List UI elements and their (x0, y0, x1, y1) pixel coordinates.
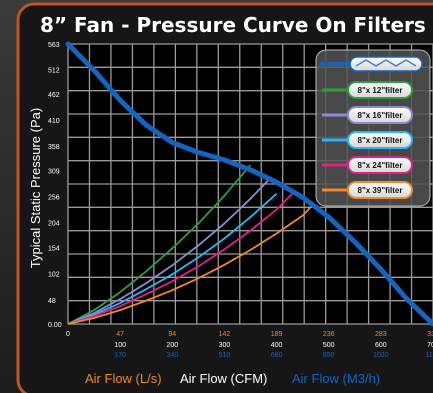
x-axis-label-ls: Air Flow (L/s) (85, 371, 162, 386)
legend-item: 8"x 16"filter (322, 106, 413, 124)
x-tick-label-cfm: 600 (375, 342, 387, 349)
x-tick-label-cfm: 500 (323, 342, 335, 349)
x-tick-label-m3h: 850 (323, 352, 335, 359)
legend-pill (347, 106, 413, 124)
x-tick-label-m3h: 340 (166, 352, 178, 359)
legend-label: 8"x 16"filter (358, 111, 403, 120)
x-tick-label-cfm: 100 (114, 342, 126, 349)
legend-pill (347, 131, 413, 149)
y-tick-label: 102 (48, 271, 60, 278)
legend-label: 8"x 12"filter (358, 86, 403, 95)
legend-pill (347, 156, 413, 174)
x-tick-label-ls: 283 (375, 331, 387, 338)
y-tick-label: 256 (48, 195, 60, 202)
x-axis-tick-labels: 0 47 100 170 94 200 340 142 300 510 189 400 680 236 50… (66, 331, 433, 359)
fan-curve (65, 41, 433, 327)
x-tick-label-ls: 47 (116, 331, 124, 338)
y-tick-label: 154 (48, 245, 60, 252)
legend-pill (347, 81, 413, 99)
x-axis-label-cfm: Air Flow (CFM) (180, 371, 267, 386)
legend-label: 8"x 20"filter (358, 136, 403, 145)
y-axis-tick-labels: 563 512 462 410 358 309 256 204 154 102 48 0.00 (48, 42, 62, 329)
x-tick-label-cfm: 700 (427, 342, 433, 349)
y-tick-label: 563 (48, 42, 60, 49)
legend-item: 8"x 20"filter (322, 131, 413, 149)
series-line-1 (67, 164, 252, 325)
x-tick-label-m3h: 510 (219, 352, 231, 359)
y-tick-label: 462 (48, 92, 60, 99)
legend-label: 8"x 39"filter (358, 186, 403, 195)
x-tick-label-ls: 0 (66, 331, 70, 338)
y-axis-label: Typical Static Pressure (Pa) (28, 108, 43, 268)
series-line-2 (67, 179, 270, 325)
x-tick-label-m3h: 1020 (373, 352, 389, 359)
legend-item: 8"x 12"filter (322, 81, 413, 99)
x-tick-label-cfm: 400 (271, 342, 283, 349)
y-tick-label: 0.00 (48, 322, 62, 329)
y-tick-label: 48 (48, 298, 56, 305)
fan-curve-line (65, 41, 433, 327)
x-axis-label-m3h: Air Flow (M3/h) (292, 371, 380, 386)
legend-item: 8"x 39"filter (322, 181, 413, 199)
x-tick-label-m3h: 680 (271, 352, 283, 359)
legend-item: 8"x 24"filter (322, 156, 413, 174)
filter-curves (67, 164, 314, 325)
x-tick-label-ls: 189 (271, 331, 283, 338)
x-tick-label-m3h: 1189 (425, 352, 433, 359)
x-tick-label-ls: 236 (323, 331, 335, 338)
y-tick-label: 410 (48, 118, 60, 125)
x-tick-label-cfm: 200 (166, 342, 178, 349)
chart-title: 8” Fan - Pressure Curve On Filters (40, 13, 426, 37)
y-tick-label: 309 (48, 168, 60, 175)
legend-label: 8"x 24"filter (358, 161, 403, 170)
y-tick-label: 204 (48, 221, 60, 228)
y-tick-label: 358 (48, 144, 60, 151)
x-tick-label-cfm: 300 (219, 342, 231, 349)
brand-logo-icon (355, 59, 417, 67)
series-line-5 (67, 203, 314, 325)
legend: 8"x 12"filter 8"x 16"filter 8"x 20"filter 8… (315, 49, 431, 207)
x-tick-label-ls: 142 (219, 331, 231, 338)
x-tick-label-ls: 330 (427, 331, 433, 338)
series-line-4 (67, 193, 293, 325)
legend-pill (347, 181, 413, 199)
legend-item-fan (320, 56, 423, 72)
legend-fan-logo (349, 56, 423, 72)
x-tick-label-m3h: 170 (114, 352, 126, 359)
x-axis-titles: Air Flow (L/s) Air Flow (CFM) Air Flow (… (85, 371, 380, 386)
x-tick-label-ls: 94 (168, 331, 176, 338)
series-line-3 (67, 193, 278, 325)
y-tick-label: 512 (48, 67, 60, 74)
